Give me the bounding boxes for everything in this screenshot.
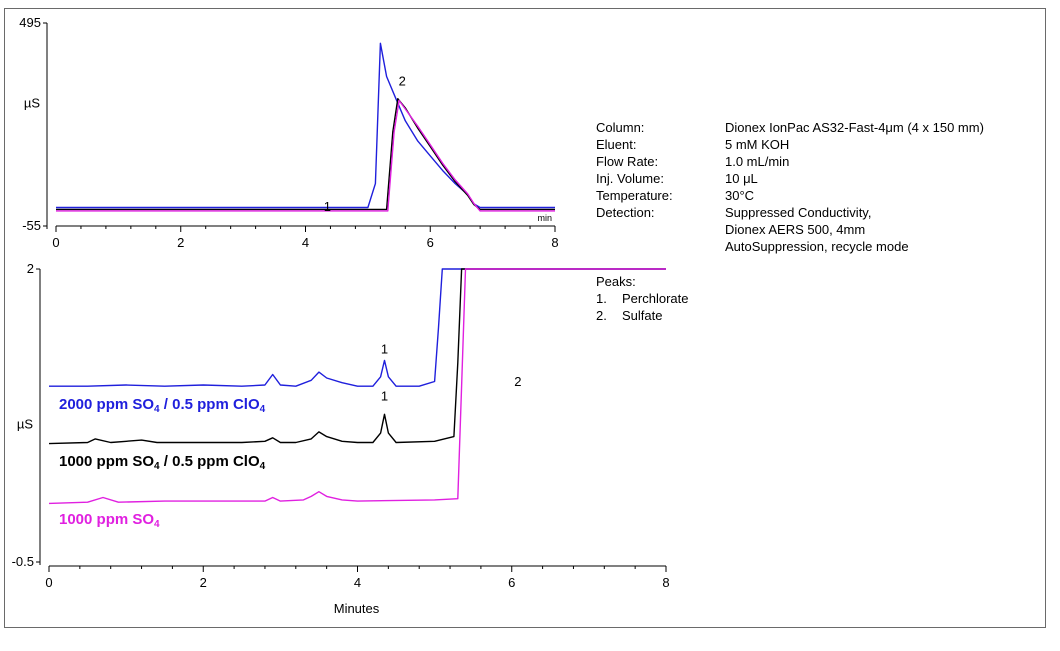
legend-text: 2000 ppm SO	[59, 396, 155, 413]
legend-sub: 4	[154, 519, 160, 530]
condition-row: AutoSuppression, recycle mode	[596, 238, 984, 255]
legend-blue: 2000 ppm SO4 / 0.5 ppm ClO4	[59, 396, 265, 415]
peak-num: 2.	[596, 308, 607, 323]
condition-value: 10 μL	[725, 171, 758, 186]
condition-key: Temperature:	[596, 188, 673, 203]
legend-text: 1000 ppm SO	[59, 453, 155, 470]
condition-row: Temperature: 30°C	[596, 187, 984, 204]
x-tick-label: 6	[508, 575, 515, 590]
series-line	[56, 98, 555, 211]
peak-label: 2	[399, 74, 406, 89]
legend-sub: 4	[154, 404, 160, 415]
condition-row: Dionex AERS 500, 4mm	[596, 221, 984, 238]
legend-sub: 4	[259, 404, 266, 415]
y-tick-label: 2	[27, 261, 34, 276]
condition-value: Suppressed Conductivity,	[725, 205, 872, 220]
series-line	[48, 268, 666, 445]
x-unit-label: min	[537, 213, 552, 223]
peak-label: 1	[381, 388, 388, 403]
condition-key: Flow Rate:	[596, 154, 659, 169]
condition-value: 1.0 mL/min	[725, 154, 790, 169]
legend-sub: 4	[154, 461, 160, 472]
x-tick-label: 4	[302, 235, 309, 250]
condition-value: 30°C	[725, 188, 755, 203]
x-tick-label: 2	[177, 235, 184, 250]
x-tick-label: 2	[200, 575, 207, 590]
peak-name: Perchlorate	[622, 291, 689, 306]
condition-key: Detection:	[596, 205, 655, 220]
peak-item-1: 1. Perchlorate	[596, 290, 688, 307]
peaks-title: Peaks:	[596, 274, 636, 289]
legend-text: / 0.5 ppm ClO	[159, 453, 260, 470]
x-tick-label: 4	[354, 575, 361, 590]
series-line	[56, 42, 555, 209]
peak-label: 1	[381, 341, 388, 356]
condition-row: Eluent: 5 mM KOH	[596, 136, 984, 153]
y-tick-label: -55	[22, 218, 41, 233]
condition-value: Dionex AERS 500, 4mm	[725, 222, 866, 237]
x-tick-label: 0	[52, 235, 59, 250]
x-tick-label: 6	[427, 235, 434, 250]
y-axis-label: µS	[17, 417, 33, 432]
legend-sub: 4	[259, 461, 266, 472]
peak-item-2: 2. Sulfate	[596, 307, 688, 324]
condition-value: AutoSuppression, recycle mode	[725, 239, 909, 254]
x-tick-label: 8	[551, 235, 558, 250]
condition-row: Flow Rate: 1.0 mL/min	[596, 153, 984, 170]
legend-magenta: 1000 ppm SO4	[59, 511, 160, 530]
peak-label: 1	[324, 199, 331, 214]
condition-value: Dionex IonPac AS32-Fast-4μm (4 x 150 mm)	[725, 120, 984, 135]
peak-label: 2	[514, 374, 521, 389]
legend-text: / 0.5 ppm ClO	[159, 396, 260, 413]
y-tick-label: 495	[19, 15, 41, 30]
legend-text: 1000 ppm SO	[59, 511, 155, 528]
condition-row: Column: Dionex IonPac AS32-Fast-4μm (4 x …	[596, 119, 984, 136]
condition-value: 5 mM KOH	[725, 137, 790, 152]
x-tick-label: 0	[45, 575, 52, 590]
condition-key: Eluent:	[596, 137, 637, 152]
x-axis-label: Minutes	[334, 601, 380, 616]
conditions-block: Column: Dionex IonPac AS32-Fast-4μm (4 x …	[596, 119, 984, 255]
series-line	[48, 268, 666, 505]
chart-frame	[4, 8, 1046, 628]
x-tick-label: 8	[662, 575, 669, 590]
condition-row: Detection: Suppressed Conductivity,	[596, 204, 984, 221]
y-tick-label: -0.5	[12, 554, 34, 569]
peak-name: Sulfate	[622, 308, 663, 323]
peak-num: 1.	[596, 291, 607, 306]
legend-black: 1000 ppm SO4 / 0.5 ppm ClO4	[59, 453, 265, 472]
condition-row: Inj. Volume: 10 μL	[596, 170, 984, 187]
condition-key: Column:	[596, 120, 645, 135]
series-line	[49, 268, 666, 387]
condition-key: Inj. Volume:	[596, 171, 664, 186]
series-line	[56, 99, 555, 212]
peaks-block: Peaks: 1. Perchlorate 2. Sulfate	[596, 273, 688, 324]
y-axis-label: µS	[24, 96, 40, 111]
